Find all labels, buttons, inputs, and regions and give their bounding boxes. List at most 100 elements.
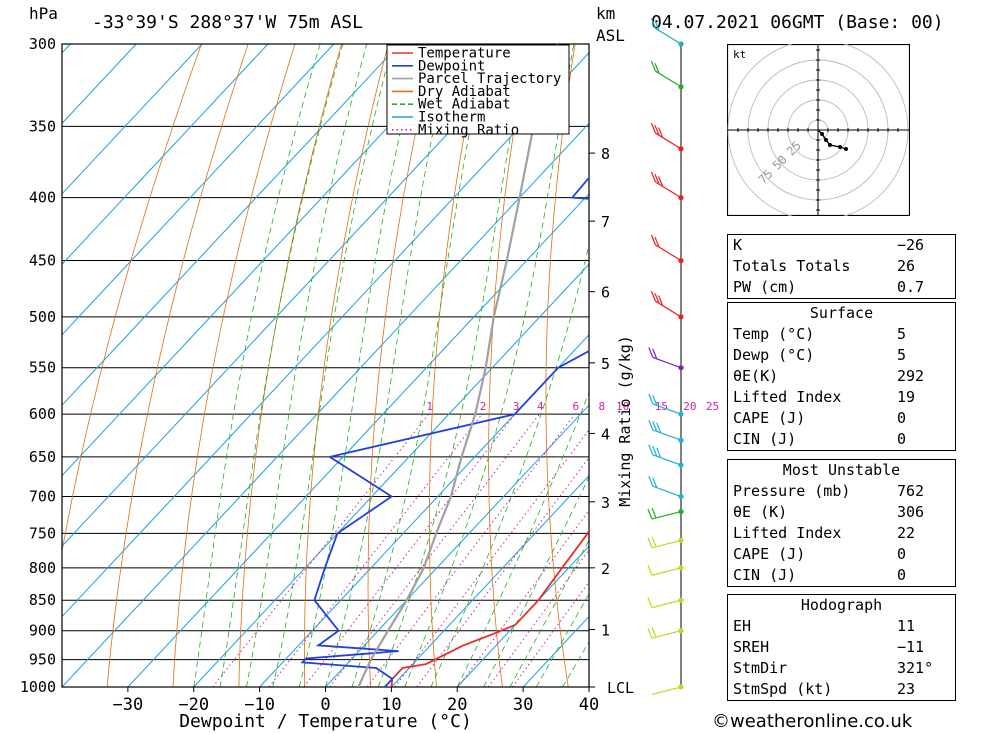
wind-barb-shaft [652,356,682,369]
x-tick-label: −10 [244,695,275,715]
temperature-line [390,527,589,687]
mixing-ratio-axis-label: Mixing Ratio (g/kg) [616,335,634,507]
x-tick-label: 20 [447,695,467,715]
km-tick-label: 4 [601,425,610,443]
isotherm [259,333,589,687]
pressure-tick-label: 850 [29,591,56,609]
table-row-label: K [733,236,743,254]
wind-barb-shaft [655,132,682,150]
wind-barb [650,171,682,199]
wind-barb-shaft [651,630,682,639]
isotherm [325,404,589,687]
table-row-value: 11 [897,617,916,635]
copyright-footer: ©weatheronline.co.uk [712,711,913,732]
isotherm [127,193,589,687]
parcel-trajectory-line [357,44,559,687]
mixing-ratio-label: 10 [616,400,629,413]
wet-adiabat [430,242,589,687]
wind-barb-shaft [651,567,682,576]
isotherm [0,44,4,687]
legend-entry-label: Dry Adiabat [418,84,511,100]
wind-barb-feather [652,348,658,360]
wind-barb [648,419,682,441]
table-row-value: 762 [897,482,925,500]
table-row-value: 0 [897,409,907,427]
wind-barb [650,234,682,262]
table-row-value: 0 [897,430,907,448]
wind-barb-feather [650,60,656,72]
table-row-label: CIN (J) [733,430,797,448]
pressure-tick-label: 950 [29,651,56,669]
table-row-label: CAPE (J) [733,545,806,563]
legend-box [386,44,570,135]
dry-adiabat [545,44,576,687]
isotherm [193,263,589,687]
wind-barb-feather [650,234,656,246]
mixing-ratio-line [268,413,483,687]
wind-barb-feather [652,395,658,406]
pressure-tick-label: 600 [29,405,56,423]
wind-barb [647,507,682,520]
km-axis-label: km [596,4,616,23]
dry-adiabat [172,44,296,687]
table-row-label: SREH [733,638,770,656]
table-row: θE(K) 292 [728,366,955,387]
table-row: SREH −11 [728,637,955,658]
km-tick-label: LCL [607,679,634,697]
pressure-tick-label: 300 [29,35,56,53]
wind-barb-shaft [651,686,682,696]
mixing-ratio-label: 20 [683,400,696,413]
km-tick-label: 2 [601,560,610,578]
hodograph-point [844,147,848,151]
wind-barb-feather [658,127,664,138]
table-row-label: Lifted Index [733,388,842,406]
wind-barb-feather [647,597,653,608]
wind-barb-shaft [652,485,682,498]
isotherm [62,44,466,477]
hodograph-table: Hodograph EH 11 SREH −11 StmDir 321° StmSpd (kt… [727,594,956,701]
asl-axis-label: ASL [596,26,625,45]
table-row: Pressure (mb) 762 [728,481,955,502]
isotherm [391,474,589,687]
table-row-label: StmDir [733,659,788,677]
wet-adiabat [456,391,589,687]
pressure-tick-label: 900 [29,622,56,640]
dewpoint-line [300,176,589,687]
mixing-ratio-line [366,413,576,687]
wind-barb-shaft [655,70,682,88]
table-row-label: Totals Totals [733,257,851,275]
table-row: Dewp (°C) 5 [728,345,955,366]
legend-entry-label: Dewpoint [418,58,485,74]
x-axis-label: Dewpoint / Temperature (°C) [179,711,472,732]
wind-barb-feather [651,536,657,548]
hodograph-point [820,132,824,136]
wind-barb-feather [654,236,660,248]
wet-adiabat [298,44,422,687]
dry-adiabat [995,44,1000,687]
table-row: CAPE (J) 0 [728,408,955,429]
mixing-ratio-label: 25 [706,400,719,413]
x-tick-label: −30 [113,695,144,715]
wet-adiabat [246,44,368,687]
km-tick-label: 5 [601,355,610,373]
table-row-value: 22 [897,524,916,542]
pressure-tick-label: 750 [29,524,56,542]
wind-barb [648,347,682,369]
mixing-ratio-label: 2 [480,400,487,413]
hodograph-point [838,145,842,149]
x-tick-label: 10 [381,695,401,715]
mixing-ratio-line [416,456,589,687]
table-row-label: Pressure (mb) [733,482,851,500]
table-row-label: CAPE (J) [733,409,806,427]
table-row-value: 292 [897,367,925,385]
hodograph-unit-label: kt [733,48,746,61]
legend-entry-label: Wet Adiabat [418,97,511,113]
wind-barb [647,536,682,549]
table-row: Lifted Index 22 [728,523,955,544]
hodograph-point [828,143,832,147]
wind-barb-feather [648,419,654,431]
location-title: -33°39'S 288°37'W 75m ASL [92,12,363,33]
wind-barb [650,60,682,88]
